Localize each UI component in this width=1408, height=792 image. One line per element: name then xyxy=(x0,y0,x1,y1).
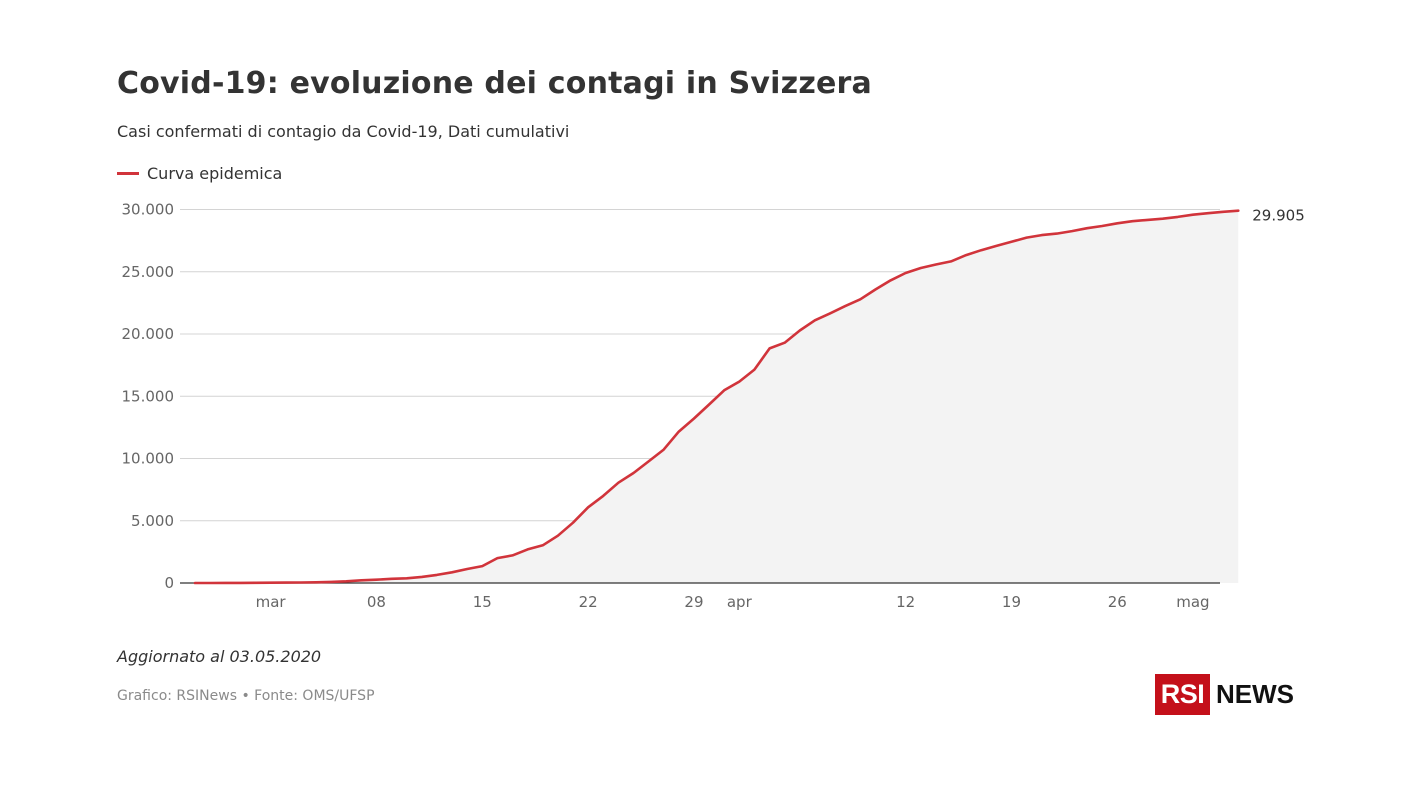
y-tick-labels: 0 5.000 10.000 15.000 20.000 25.000 30.000 xyxy=(122,201,175,593)
area-fill-layer xyxy=(195,210,1239,583)
rsi-news-logo: RSI NEWS xyxy=(1155,674,1294,715)
x-tick-label: 26 xyxy=(1108,593,1127,611)
updated-note: Aggiornato al 03.05.2020 xyxy=(117,647,322,666)
legend-label: Curva epidemica xyxy=(147,164,283,183)
end-value-label: 29.905 xyxy=(1252,207,1305,225)
x-tick-label: 08 xyxy=(367,593,386,611)
x-tick-label: apr xyxy=(727,593,753,611)
y-tick-label: 15.000 xyxy=(122,387,175,405)
x-tick-label: mag xyxy=(1176,593,1209,611)
series-line-curva-epidemica xyxy=(193,209,1240,585)
y-tick-label: 30.000 xyxy=(122,201,175,219)
x-tick-label: 15 xyxy=(473,593,492,611)
rsi-logo-badge: RSI xyxy=(1155,674,1210,715)
y-tick-label: 25.000 xyxy=(122,263,175,281)
y-tick-label: 20.000 xyxy=(122,325,175,343)
x-tick-label: 29 xyxy=(684,593,703,611)
news-logo-text: NEWS xyxy=(1216,679,1294,709)
x-tick-label: mar xyxy=(256,593,287,611)
x-tick-labels: mar 08 15 22 29 apr 12 19 26 mag xyxy=(256,593,1210,611)
line-layer xyxy=(193,209,1240,585)
y-tick-label: 10.000 xyxy=(122,450,175,468)
legend: Curva epidemica xyxy=(117,164,282,183)
chart-title: Covid-19: evoluzione dei contagi in Sviz… xyxy=(117,66,872,101)
y-tick-label: 0 xyxy=(164,574,174,592)
source-note: Grafico: RSINews • Fonte: OMS/UFSP xyxy=(117,688,375,704)
x-tick-label: 22 xyxy=(579,593,598,611)
y-tick-label: 5.000 xyxy=(131,512,174,530)
end-value-layer: 29.905 xyxy=(1252,207,1305,225)
legend-swatch xyxy=(117,172,139,175)
x-tick-label: 12 xyxy=(896,593,915,611)
chart-subtitle: Casi confermati di contagio da Covid-19,… xyxy=(117,122,570,141)
area-fill xyxy=(195,210,1239,583)
x-tick-label: 19 xyxy=(1002,593,1021,611)
